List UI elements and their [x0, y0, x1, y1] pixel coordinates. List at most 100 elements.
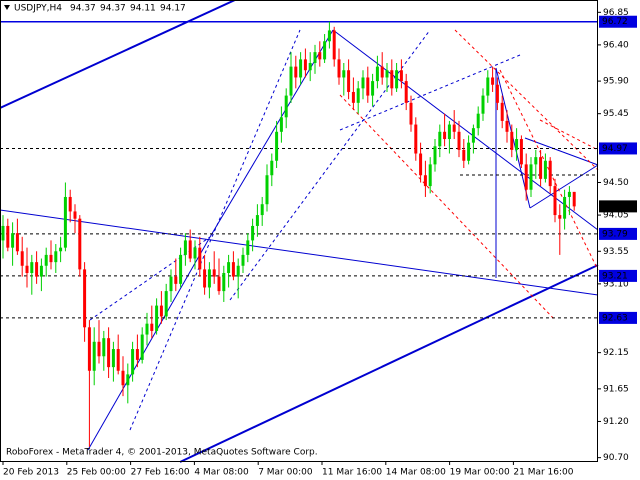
plot-border: [0, 0, 598, 462]
candle-body: [313, 52, 317, 63]
candle-body: [548, 160, 552, 187]
candle-body: [395, 70, 399, 89]
y-tick-label: 93.10: [603, 279, 629, 289]
candle-body: [251, 225, 255, 241]
candle-body: [289, 66, 293, 96]
candle-body: [6, 225, 10, 248]
y-tick-label: 95.45: [603, 109, 629, 119]
candle-body: [231, 262, 235, 277]
candle-body: [342, 70, 346, 78]
header-icon: [4, 5, 10, 10]
candle-body: [366, 77, 370, 96]
candle-body: [558, 215, 562, 219]
candle-body: [174, 276, 178, 284]
candle-body: [356, 88, 360, 103]
candle-body: [337, 59, 341, 78]
candle-body: [183, 240, 187, 255]
candle-body: [572, 191, 576, 207]
candle-body: [116, 349, 120, 371]
candle-body: [1, 225, 5, 241]
candle-body: [155, 305, 159, 331]
candle-body: [265, 175, 269, 205]
candle-body: [78, 218, 82, 270]
candle-body: [318, 52, 322, 60]
y-tick-label: 92.15: [603, 348, 629, 358]
candle-body: [150, 323, 154, 331]
candle-body: [25, 265, 29, 273]
candle-body: [11, 233, 15, 248]
candle-body: [543, 160, 547, 179]
y-tick-label: 96.85: [603, 8, 629, 18]
y-tick-label: 91.65: [603, 384, 629, 394]
symbol: USDJPY,H4: [14, 4, 62, 14]
x-tick-label: 19 Mar 00:00: [450, 468, 510, 478]
candle-body: [515, 139, 519, 150]
candle-body: [203, 269, 207, 288]
candle-body: [20, 251, 24, 266]
footer: RoboForex - MetaTrader 4, © 2001-2013, M…: [6, 448, 318, 458]
candle-body: [159, 305, 163, 317]
candle-body: [87, 327, 91, 371]
candle-body: [15, 233, 19, 252]
candle-body: [486, 77, 490, 96]
candle-body: [207, 269, 211, 288]
candle-body: [44, 254, 48, 266]
candle-body: [495, 84, 499, 103]
level-label: 93.79: [602, 229, 628, 239]
x-tick-label: 4 Mar 08:00: [194, 468, 249, 478]
candle-body: [54, 251, 58, 263]
candle-body: [193, 247, 197, 259]
candle-body: [505, 120, 509, 132]
candle-body: [164, 291, 168, 317]
candle-body: [308, 63, 312, 71]
candle-body: [126, 374, 130, 386]
candle-body: [563, 196, 567, 219]
y-tick-label: 91.20: [603, 417, 629, 427]
candle-body: [457, 131, 461, 150]
y-tick-label: 90.70: [603, 453, 629, 463]
candle-body: [390, 70, 394, 89]
last-open: 94.37: [70, 4, 96, 14]
candle-body: [375, 66, 379, 82]
candle-body: [284, 95, 288, 118]
candle-body: [423, 175, 427, 187]
candle-body: [371, 81, 375, 96]
candle-body: [443, 131, 447, 140]
current-price-box: [599, 200, 637, 213]
y-tick-label: 96.40: [603, 40, 629, 50]
y-tick-label: 94.50: [603, 178, 629, 188]
candle-body: [246, 240, 250, 255]
candle-body: [59, 247, 63, 252]
candle-body: [380, 66, 384, 78]
candle-body: [30, 262, 34, 273]
candle-body: [68, 196, 72, 212]
candle-body: [404, 81, 408, 103]
candle-body: [35, 262, 39, 277]
candle-body: [260, 204, 264, 216]
candle-body: [347, 70, 351, 92]
candle-body: [419, 153, 423, 176]
candle-body: [212, 269, 216, 277]
candle-body: [198, 247, 202, 270]
candle-body: [179, 254, 183, 284]
candle-body: [222, 273, 226, 292]
x-tick-label: 14 Mar 08:00: [386, 468, 446, 478]
level-label: 92.63: [602, 313, 628, 323]
level-label-box: [599, 227, 637, 240]
level-label-box: [599, 142, 637, 155]
candle-body: [294, 66, 298, 78]
candle-body: [553, 186, 557, 216]
last-close: 94.17: [160, 4, 186, 14]
candle-body: [567, 191, 571, 197]
candle-body: [385, 70, 389, 78]
candle-body: [121, 370, 125, 386]
candle-body: [227, 262, 231, 273]
candle-body: [524, 164, 528, 190]
axes: 96.85 96.40 95.90 95.45 94.50 94.05 93.55 93.10…: [2, 8, 637, 478]
candle-body: [491, 77, 495, 85]
candle-body: [327, 30, 331, 42]
candle-body: [500, 102, 504, 121]
candle-body: [241, 254, 245, 266]
candle-body: [452, 124, 456, 132]
